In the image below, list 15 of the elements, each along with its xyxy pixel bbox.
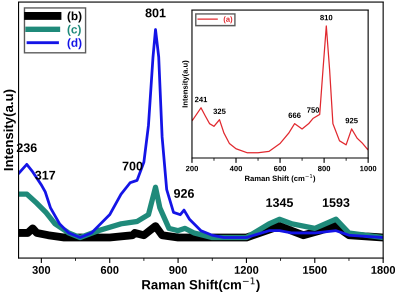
x-tick-label: 1500 [303,266,327,274]
annotation: 926 [174,189,194,198]
annotation: 801 [145,8,166,18]
annotation: 1593 [322,198,350,208]
legend-label: (d) [68,38,82,50]
x-tick-label: 300 [32,266,50,274]
legend-label: (c) [68,24,81,36]
x-tick-label: 900 [169,266,187,274]
x-tick-label: 600 [100,266,119,274]
legend-label: (b) [68,12,82,23]
x-axis-title: Raman Shift(cm$^{−1}$) [142,277,260,292]
x-tick-label: 1800 [371,266,395,274]
y-axis-title: Intensity(a.u) [3,90,16,170]
annotation: 1345 [266,198,294,208]
x-tick-label: 1200 [234,266,258,274]
